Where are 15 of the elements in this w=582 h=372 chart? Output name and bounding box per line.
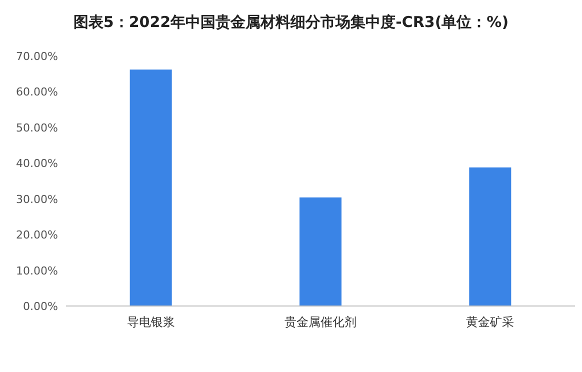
y-tick-label: 20.00% [16,228,58,242]
y-tick-label: 10.00% [16,264,58,278]
x-tick-label: 黄金矿采 [466,315,514,329]
y-tick-label: 0.00% [23,300,58,313]
y-tick-label: 50.00% [16,121,58,134]
y-tick-label: 60.00% [16,86,58,99]
y-tick-label: 70.00% [16,50,58,63]
x-tick-label: 贵金属催化剂 [284,315,356,329]
bar [300,197,342,306]
bar [130,70,172,306]
y-tick-label: 30.00% [16,192,58,206]
x-tick-label: 导电银浆 [126,315,175,329]
chart-title: 图表5：2022年中国贵金属材料细分市场集中度-CR3(单位：%) [73,13,509,31]
y-tick-label: 40.00% [16,157,58,170]
bar [469,167,512,306]
